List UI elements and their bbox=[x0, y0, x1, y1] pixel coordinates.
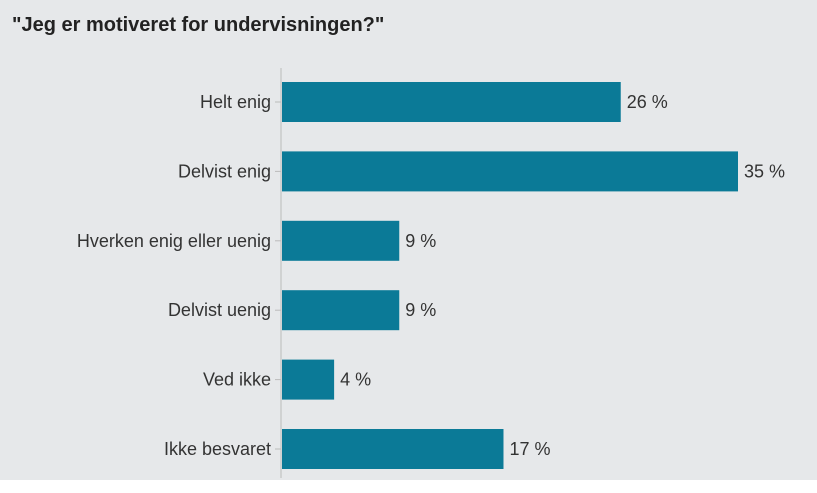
bar bbox=[282, 290, 400, 331]
bar bbox=[282, 429, 504, 469]
bar bbox=[282, 151, 738, 192]
category-label: Hverken enig eller uenig bbox=[77, 231, 271, 251]
value-label: 26 % bbox=[627, 92, 668, 112]
category-label: Ikke besvaret bbox=[164, 439, 271, 459]
value-label: 35 % bbox=[744, 161, 785, 181]
chart-panel: "Jeg er motiveret for undervisningen?" H… bbox=[0, 0, 817, 480]
category-label: Delvist uenig bbox=[168, 300, 271, 320]
value-label: 9 % bbox=[405, 300, 436, 320]
chart-title: "Jeg er motiveret for undervisningen?" bbox=[12, 14, 385, 36]
value-label: 4 % bbox=[340, 370, 371, 390]
value-label: 17 % bbox=[509, 439, 550, 459]
value-label: 9 % bbox=[405, 231, 436, 251]
category-label: Delvist enig bbox=[178, 161, 271, 181]
bar-chart: Helt enig 26 % Delvist enig 35 % Hverken eni… bbox=[77, 68, 785, 478]
category-label: Helt enig bbox=[200, 92, 271, 112]
category-label: Ved ikke bbox=[203, 370, 271, 390]
bar bbox=[282, 82, 621, 122]
bar bbox=[282, 220, 400, 261]
bar bbox=[282, 359, 335, 400]
